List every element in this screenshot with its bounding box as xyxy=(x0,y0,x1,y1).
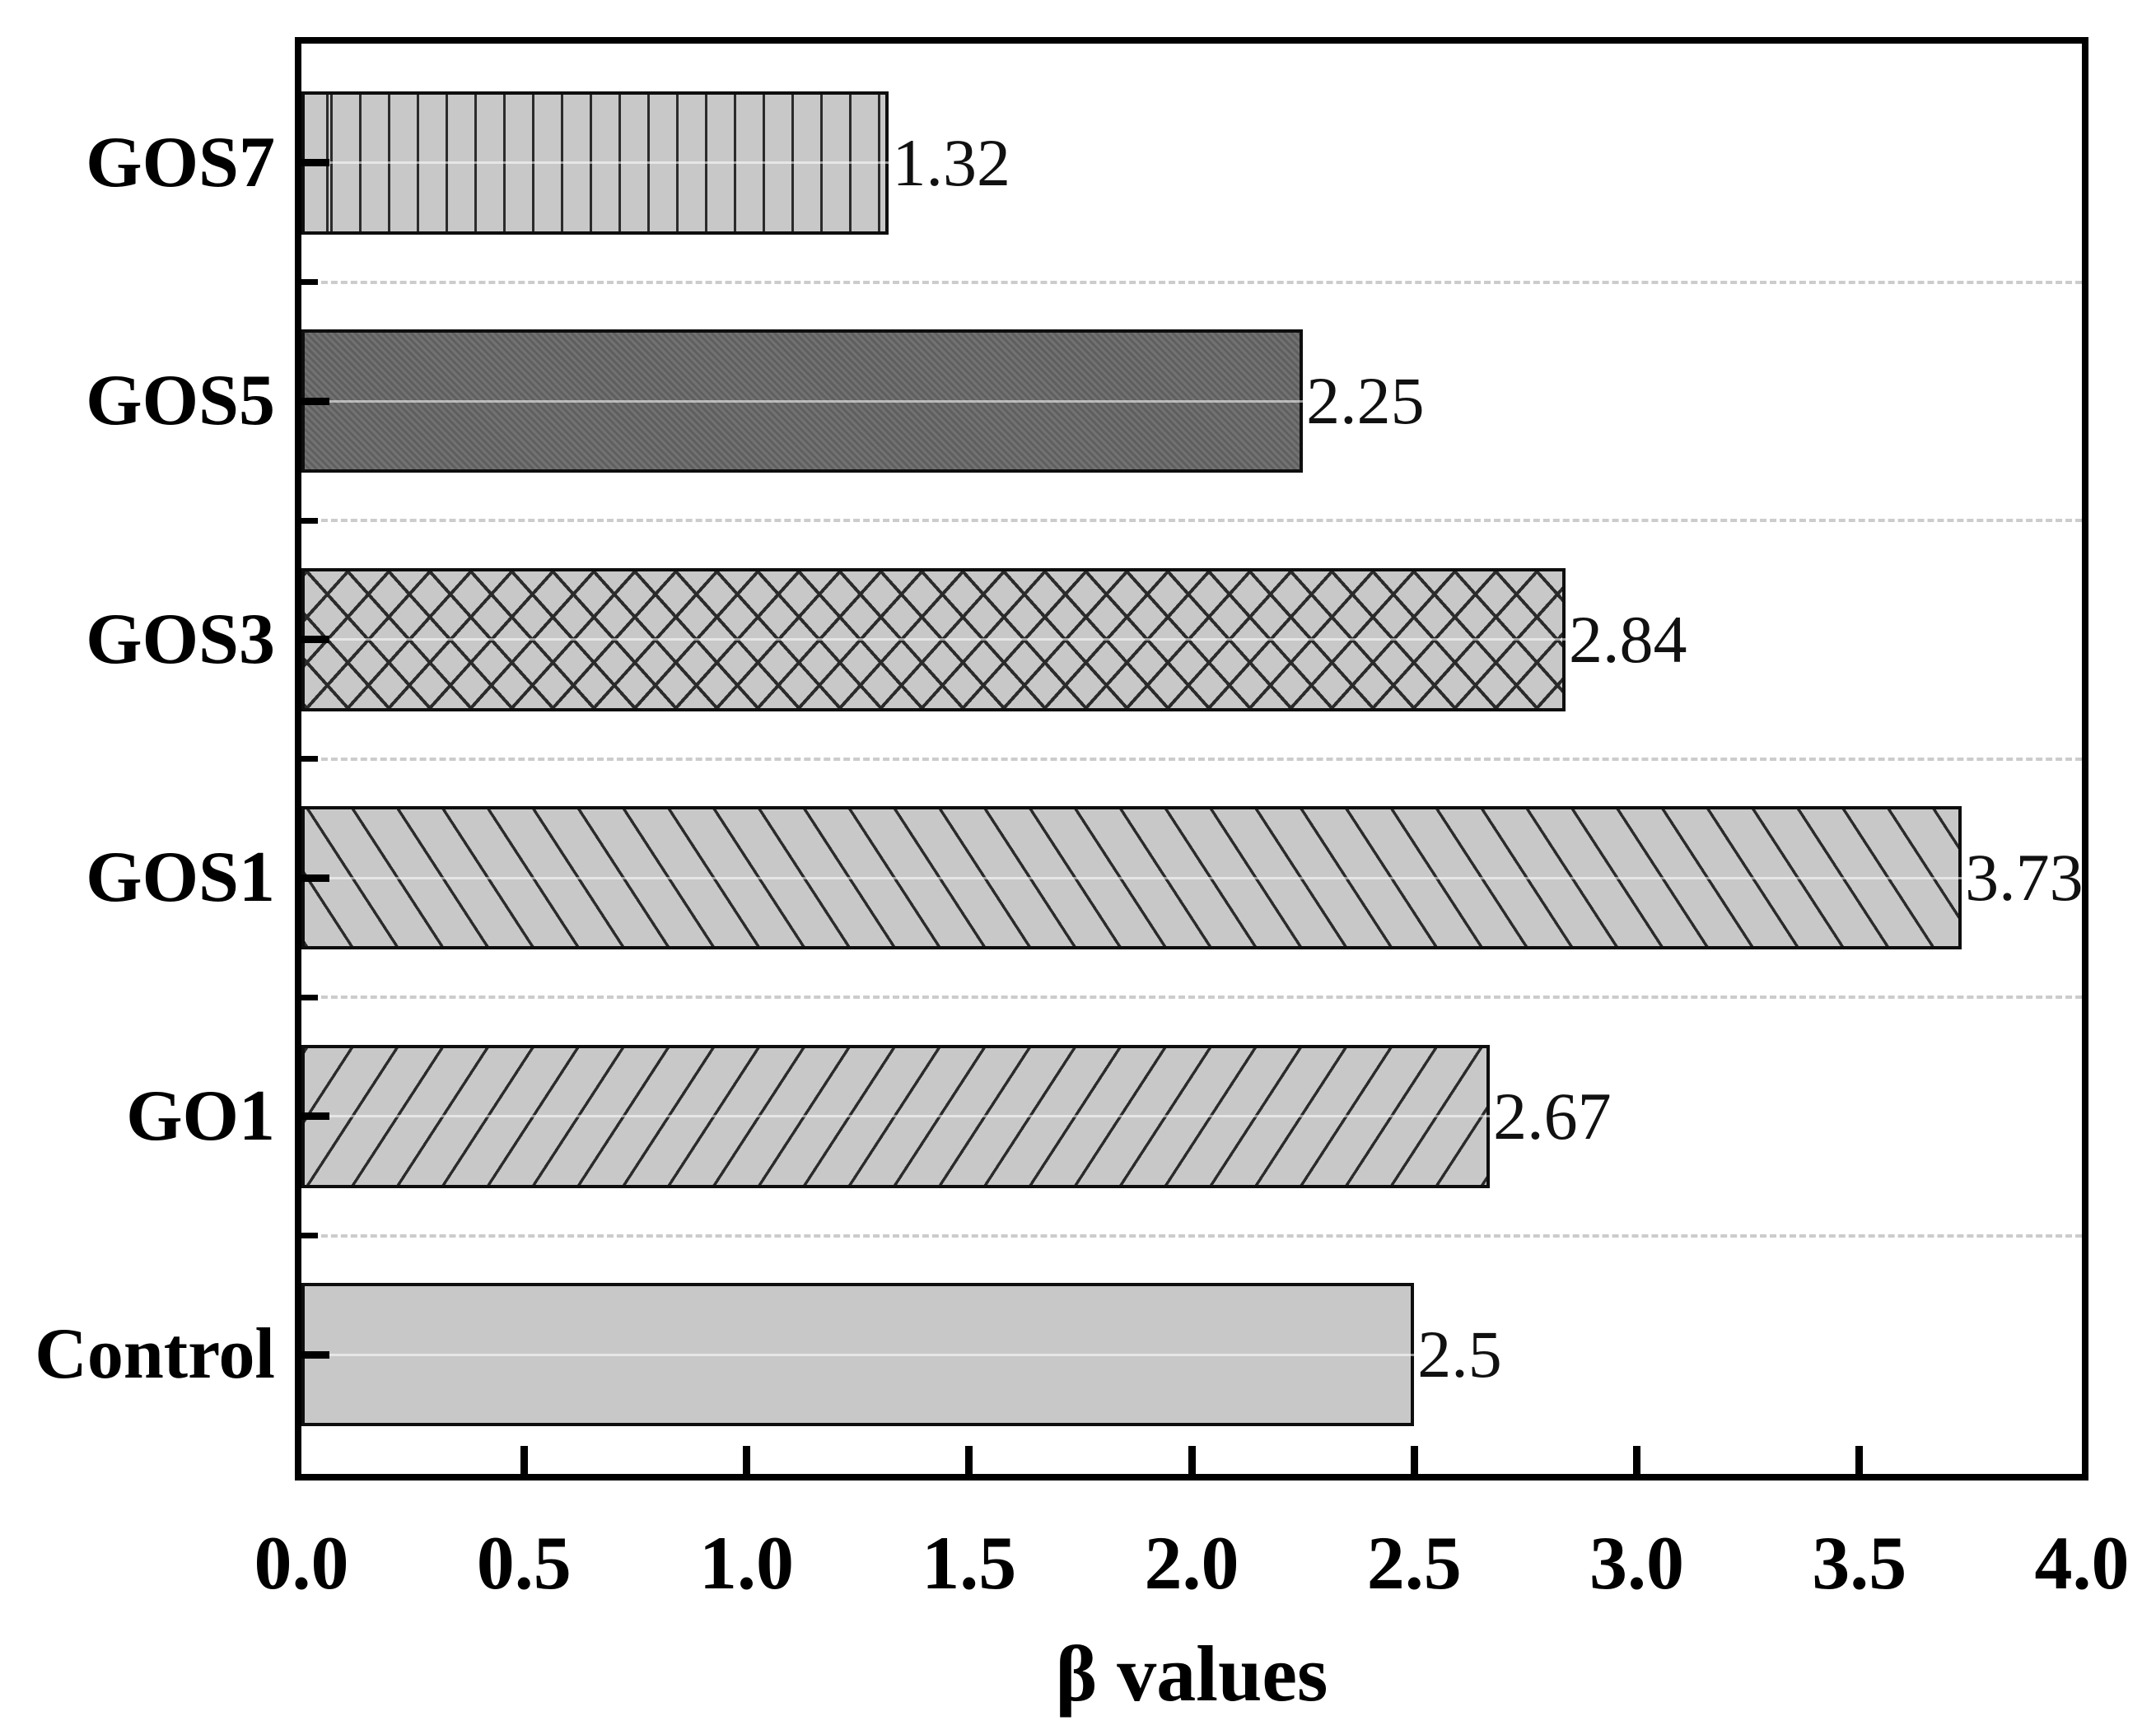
x-tick-label: 4.0 xyxy=(2034,1521,2130,1605)
x-axis-tick xyxy=(1633,1446,1640,1474)
x-axis-title: β values xyxy=(1055,1630,1328,1718)
bar-value-label: 2.25 xyxy=(1306,363,1425,439)
x-tick-label: 0.5 xyxy=(476,1521,572,1605)
y-axis-minor-tick xyxy=(301,994,318,1000)
x-axis-tick xyxy=(743,1446,750,1474)
bar-value-label: 1.32 xyxy=(892,124,1010,200)
x-axis-tick xyxy=(520,1446,528,1474)
category-label-gos1: GOS1 xyxy=(86,837,275,918)
gridline xyxy=(301,519,2082,522)
gridline xyxy=(301,757,2082,761)
category-label-go1: GO1 xyxy=(126,1075,275,1156)
y-axis-tick xyxy=(301,159,329,167)
category-label-gos3: GOS3 xyxy=(86,599,275,679)
y-axis-minor-tick xyxy=(301,517,318,524)
x-axis-tick xyxy=(1410,1446,1418,1474)
bar-center-highlight xyxy=(301,876,2082,879)
x-tick-label: 1.5 xyxy=(922,1521,1017,1605)
bar-center-highlight xyxy=(301,399,2082,403)
x-tick-label: 2.0 xyxy=(1144,1521,1239,1605)
x-axis-tick xyxy=(965,1446,973,1474)
x-tick-label: 0.0 xyxy=(254,1521,349,1605)
gridline xyxy=(301,280,2082,284)
category-label-gos5: GOS5 xyxy=(86,361,275,441)
y-axis-tick xyxy=(301,874,329,882)
y-axis-tick xyxy=(301,1350,329,1359)
y-axis-minor-tick xyxy=(301,756,318,762)
x-axis-tick xyxy=(1188,1446,1196,1474)
plot-area: 1.32 2.25 2.84 3.73 2.67 2.5 xyxy=(295,37,2088,1481)
bar-center-highlight xyxy=(301,1353,2082,1356)
gridline xyxy=(301,1233,2082,1238)
y-axis-minor-tick xyxy=(301,279,318,285)
x-tick-label: 2.5 xyxy=(1366,1521,1462,1605)
bar-value-label: 2.5 xyxy=(1417,1317,1502,1392)
category-label-control: Control xyxy=(35,1314,275,1395)
x-tick-label: 3.5 xyxy=(1812,1521,1907,1605)
y-axis-tick xyxy=(301,636,329,644)
bar-center-highlight xyxy=(301,1115,2082,1118)
category-label-gos7: GOS7 xyxy=(86,122,275,203)
bar-value-label: 2.84 xyxy=(1569,601,1687,677)
bar-value-label: 3.73 xyxy=(1965,840,2084,916)
x-tick-label: 3.0 xyxy=(1589,1521,1684,1605)
x-axis-tick xyxy=(1855,1446,1864,1474)
bar-center-highlight xyxy=(301,638,2082,641)
y-axis-minor-tick xyxy=(301,1233,318,1238)
x-tick-label: 1.0 xyxy=(699,1521,794,1605)
bar-center-highlight xyxy=(301,161,2082,165)
y-axis-tick xyxy=(301,1112,329,1121)
gridline xyxy=(301,996,2082,999)
bar-value-label: 2.67 xyxy=(1493,1078,1612,1154)
y-axis-tick xyxy=(301,397,329,405)
